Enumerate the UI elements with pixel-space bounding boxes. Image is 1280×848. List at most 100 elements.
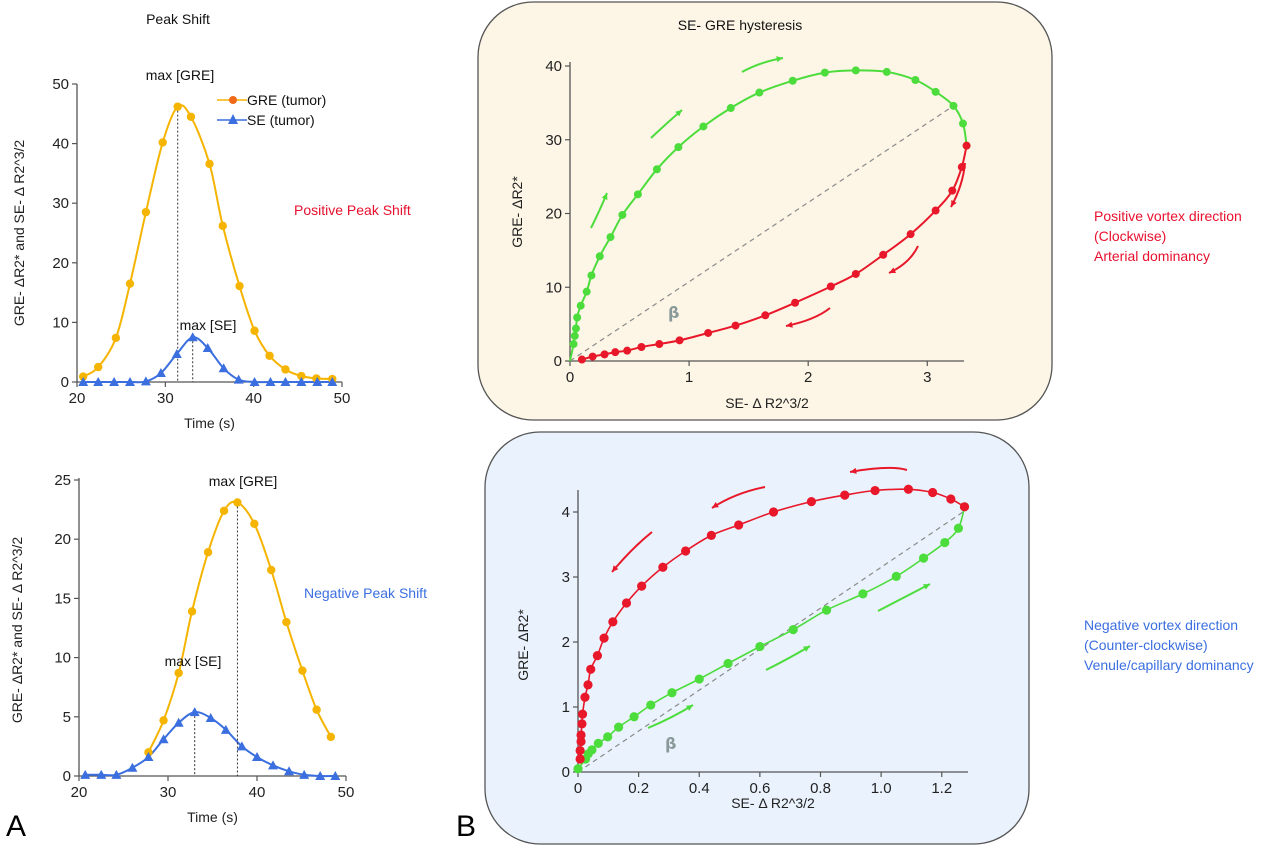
legend-gre-label: GRE (tumor) (247, 92, 326, 108)
se-data-point (140, 376, 151, 386)
se-data-point (280, 377, 291, 386)
y-tick-label: 10 (52, 314, 69, 331)
se-data-point (330, 771, 341, 780)
downslope-data-point (806, 497, 817, 507)
direction-arrow-head (776, 56, 783, 63)
upslope-data-point (570, 331, 579, 340)
downslope-data-point (675, 336, 684, 345)
downslope-data-point (706, 530, 716, 541)
y-axis-label: GRE- ΔR2* (515, 609, 531, 681)
se-data-point (187, 332, 198, 342)
upslope-data-point (821, 605, 832, 615)
gre-data-point (203, 548, 213, 557)
gre-data-point (267, 565, 276, 575)
downslope-data-point (704, 328, 713, 337)
upslope-data-point (694, 674, 704, 684)
positive-peak-shift-label: Positive Peak Shift (294, 202, 411, 218)
downslope-data-point (599, 633, 609, 643)
downslope-data-point (826, 282, 835, 291)
se-data-point (155, 368, 166, 378)
beta-label: β (668, 303, 679, 322)
legend-gre-marker (229, 96, 237, 104)
downslope-data-point (580, 692, 590, 702)
se-data-point (236, 741, 247, 751)
upslope-data-point (882, 67, 891, 76)
upslope-data-point (573, 764, 583, 774)
gre-data-point (282, 617, 291, 627)
positive-vortex-line-3: Arterial dominancy (1094, 248, 1210, 264)
upslope-data-point (858, 589, 868, 599)
gre-data-point (250, 326, 259, 335)
negative-vortex-note: Negative vortex direction (Counter-clock… (1084, 615, 1254, 675)
y-tick-label: 50 (52, 76, 69, 93)
downslope-data-point (637, 581, 647, 591)
legend: GRE (tumor) SE (tumor) (217, 92, 326, 128)
direction-arrow-head (601, 193, 608, 200)
direction-arrow-head (923, 584, 930, 590)
x-tick-label: 30 (160, 784, 177, 801)
downslope-data-point (658, 562, 668, 572)
downslope-data-point (621, 598, 632, 608)
x-axis-label: Time (s) (184, 415, 235, 431)
y-tick-label: 3 (562, 569, 570, 586)
y-tick-label: 0 (562, 764, 570, 781)
se-data-point (96, 769, 107, 779)
upslope-data-point (595, 252, 604, 261)
upslope-data-point (949, 101, 958, 110)
y-tick-label: 0 (63, 768, 71, 785)
upslope-data-point (940, 537, 950, 548)
upslope-data-point (569, 340, 578, 349)
upslope-data-point (629, 712, 639, 722)
se-data-point (189, 707, 200, 717)
downslope-data-point (959, 502, 970, 512)
x-tick-label: 0 (566, 369, 574, 386)
legend-se-marker (228, 114, 238, 124)
upslope-data-point (603, 732, 613, 742)
upslope-data-point (576, 301, 585, 310)
gre-data-point (158, 138, 167, 147)
x-axis-label: SE- Δ R2^3/2 (731, 795, 815, 811)
upslope-data-point (755, 88, 764, 97)
downslope-data-point (761, 311, 770, 320)
x-tick-label: 1 (685, 369, 693, 386)
downslope-data-point (611, 348, 620, 357)
upslope-data-point (891, 571, 901, 581)
panel-bottom-background (484, 431, 1030, 845)
x-tick-label: 1.0 (871, 780, 892, 797)
upslope-data-point (646, 700, 656, 710)
direction-arrow-head (712, 502, 719, 508)
downslope-data-point (731, 321, 740, 330)
se-data-point (220, 724, 231, 734)
y-axis-label: GRE- ΔR2* (509, 176, 525, 248)
gre-data-point (78, 372, 88, 381)
gre-data-point (235, 281, 244, 291)
y-tick-label: 30 (545, 132, 562, 149)
upslope-data-point (726, 104, 735, 113)
downslope-data-point (962, 141, 971, 150)
downslope-data-point (577, 709, 588, 719)
upslope-data-point (606, 233, 615, 242)
upslope-data-point (667, 688, 677, 698)
gre-data-point (218, 221, 227, 231)
upslope-data-point (573, 313, 582, 322)
negative-vortex-line-3: Venule/capillary dominancy (1084, 657, 1254, 673)
gre-data-point (159, 716, 168, 725)
downslope-data-point (575, 754, 585, 764)
y-tick-label: 20 (545, 206, 562, 223)
upslope-data-point (571, 324, 580, 333)
downslope-data-point (575, 745, 585, 756)
se-data-point (127, 762, 138, 772)
se-data-point (327, 377, 338, 386)
upslope-data-point (931, 87, 940, 96)
gre-data-point (265, 351, 274, 360)
max-gre-annotation: max [GRE] (209, 473, 277, 489)
upslope-data-point (755, 641, 765, 652)
upslope-data-point (587, 745, 597, 755)
y-tick-label: 1 (562, 699, 570, 716)
gre-data-point (233, 498, 242, 507)
downslope-data-point (851, 269, 860, 278)
y-tick-label: 30 (52, 195, 69, 212)
x-tick-label: 50 (334, 390, 351, 407)
positive-vortex-line-2: (Clockwise) (1094, 228, 1167, 244)
x-tick-label: 1.2 (931, 780, 952, 797)
